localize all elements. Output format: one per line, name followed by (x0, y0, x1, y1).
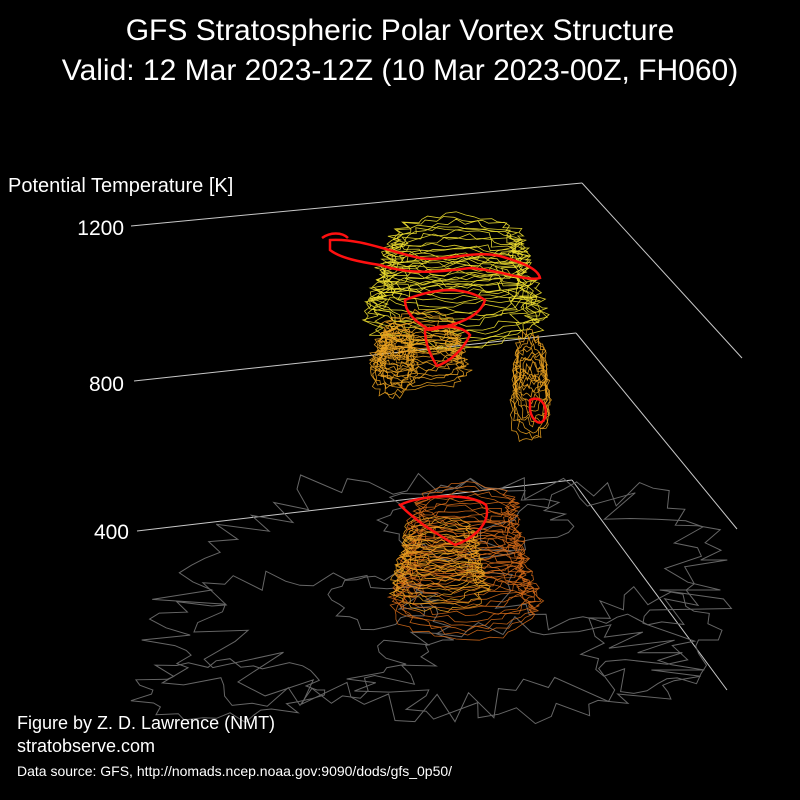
upper-contour (386, 218, 525, 268)
upper-contour (374, 245, 531, 300)
lower-contour (393, 547, 484, 588)
upper-highlight-contour (403, 288, 487, 332)
upper-contour (366, 273, 547, 335)
grid-line (130, 182, 583, 227)
coastline (346, 615, 705, 725)
lower-contour (406, 510, 523, 557)
upper-contour (514, 327, 547, 382)
grid-line (133, 332, 577, 382)
z-tick-label: 400 (93, 521, 129, 544)
lower-contour (411, 493, 520, 538)
lower-contour (393, 559, 484, 603)
upper-contour (379, 322, 415, 357)
coastline (141, 570, 454, 707)
upper-contour (512, 354, 549, 414)
upper-contour (375, 253, 534, 314)
upper-contour (373, 325, 463, 358)
grid-line (575, 332, 738, 530)
upper-highlight-contour (321, 232, 349, 240)
chart-title: GFS Stratospheric Polar Vortex Structure (125, 14, 675, 47)
coastline-map (130, 472, 733, 725)
upper-contour (361, 287, 550, 353)
lower-contour (389, 579, 537, 641)
lower-contour (413, 481, 519, 523)
lower-contour (404, 519, 479, 552)
lower-contour (390, 556, 486, 598)
lower-contour (402, 523, 478, 558)
upper-contour (370, 351, 415, 400)
coastline (152, 472, 733, 723)
coastline (579, 585, 723, 694)
lower-contour (410, 497, 521, 541)
lower-contour (392, 564, 491, 605)
upper-highlight-contour (328, 238, 542, 281)
upper-contour (384, 233, 532, 288)
z-axis-label: Potential Temperature [K] (8, 175, 234, 197)
grid-line (571, 479, 728, 691)
lower-contour (401, 531, 482, 568)
grid-line (581, 182, 743, 359)
credit-data-source: Data source: GFS, http://nomads.ncep.noa… (17, 763, 453, 779)
upper-highlight-contour (528, 397, 547, 424)
z-tick-label: 800 (88, 373, 124, 396)
coastline (376, 477, 575, 562)
upper-highlight-contour (423, 325, 472, 368)
upper-contour (377, 337, 415, 380)
upper-contour (510, 365, 549, 434)
lower-contour (412, 490, 519, 532)
upper-contour (376, 326, 414, 367)
credit-author: Figure by Z. D. Lawrence (NMT) (17, 713, 276, 733)
upper-contour (384, 308, 457, 339)
upper-contour (368, 343, 465, 383)
upper-contour (369, 346, 467, 387)
upper-contour (371, 340, 468, 379)
upper-contour (385, 226, 531, 273)
upper-contour (381, 229, 531, 282)
lower-vortex-isosurface (386, 481, 545, 641)
chart-subtitle: Valid: 12 Mar 2023-12Z (10 Mar 2023-00Z,… (61, 54, 739, 87)
z-tick-label: 1200 (77, 217, 124, 240)
credit-site: stratobserve.com (17, 736, 156, 756)
upper-contour (514, 335, 549, 393)
upper-contour (366, 278, 548, 340)
lower-contour (402, 526, 480, 563)
lower-contour (399, 574, 545, 636)
coastline (130, 658, 326, 724)
upper-contour (512, 333, 545, 389)
upper-contour (378, 312, 458, 343)
lower-contour (395, 551, 533, 608)
lower-contour (414, 485, 521, 528)
upper-contour (369, 339, 462, 375)
lower-contour (406, 502, 517, 547)
upper-vortex-isosurface (321, 211, 552, 443)
upper-contour (513, 358, 549, 423)
upper-contour (509, 377, 550, 443)
upper-contour (379, 320, 463, 352)
lower-highlight-contour (397, 495, 489, 547)
upper-contour (375, 350, 473, 391)
upper-contour (512, 342, 546, 398)
lower-contour (400, 538, 484, 579)
upper-contour (368, 257, 543, 317)
